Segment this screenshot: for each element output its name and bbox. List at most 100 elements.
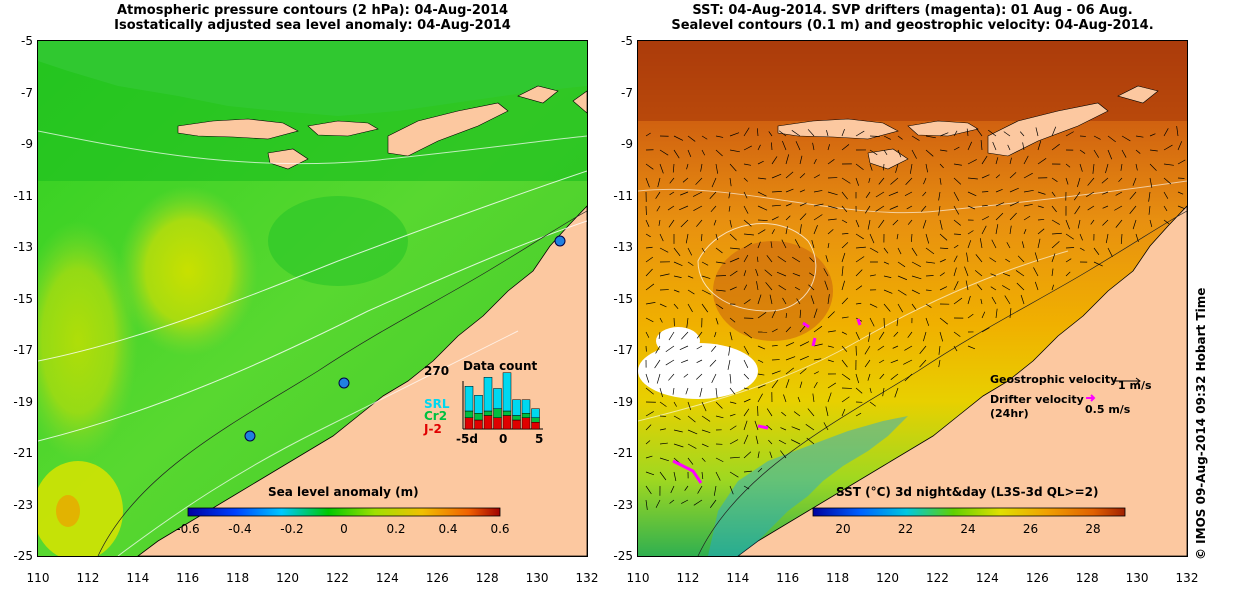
velocity-arrow bbox=[692, 191, 703, 197]
velocity-arrow bbox=[659, 303, 667, 308]
histogram-bar bbox=[521, 417, 531, 430]
x-tick-label: 112 bbox=[76, 571, 100, 585]
velocity-arrow bbox=[743, 420, 748, 431]
velocity-arrow bbox=[813, 203, 824, 207]
velocity-arrow bbox=[701, 247, 706, 253]
velocity-arrow bbox=[878, 219, 885, 229]
x-tick-label: 116 bbox=[176, 571, 200, 585]
velocity-arrow bbox=[995, 157, 999, 165]
velocity-arrow bbox=[709, 499, 717, 508]
velocity-arrow bbox=[771, 370, 781, 375]
velocity-arrow bbox=[645, 163, 654, 170]
y-tick-label: -9 bbox=[621, 137, 633, 151]
velocity-arrow bbox=[904, 373, 913, 382]
velocity-arrow bbox=[964, 266, 969, 277]
geostrophic-velocity-arrows bbox=[645, 126, 1186, 510]
velocity-arrow bbox=[991, 296, 997, 305]
y-tick-label: -13 bbox=[13, 240, 33, 254]
velocity-arrow bbox=[645, 485, 652, 495]
velocity-arrow bbox=[799, 341, 810, 347]
velocity-arrow bbox=[715, 275, 726, 277]
velocity-arrow bbox=[882, 387, 885, 397]
velocity-arrow bbox=[911, 135, 920, 141]
y-tick-label: -17 bbox=[613, 343, 633, 357]
velocity-arrow bbox=[841, 233, 849, 235]
velocity-arrow bbox=[796, 298, 801, 305]
velocity-arrow bbox=[771, 204, 781, 207]
velocity-arrow bbox=[812, 393, 815, 403]
velocity-arrow bbox=[919, 345, 927, 354]
velocity-arrow bbox=[869, 135, 880, 137]
velocity-arrow bbox=[729, 177, 732, 187]
velocity-arrow bbox=[696, 331, 703, 339]
histogram-bar bbox=[502, 415, 512, 430]
velocity-arrow bbox=[813, 308, 818, 319]
velocity-arrow bbox=[967, 191, 977, 197]
velocity-arrow bbox=[757, 451, 760, 459]
velocity-arrow bbox=[701, 401, 707, 412]
velocity-arrow bbox=[981, 155, 988, 165]
pressure-contour-3 bbox=[38, 130, 587, 165]
velocity-arrow bbox=[645, 373, 650, 383]
velocity-arrow bbox=[771, 310, 776, 319]
velocity-arrow bbox=[794, 286, 801, 291]
velocity-arrow bbox=[658, 219, 661, 226]
velocity-arrow bbox=[967, 313, 974, 319]
australia-land bbox=[137, 205, 587, 556]
velocity-arrow bbox=[938, 205, 941, 216]
bathymetry-contour bbox=[97, 210, 587, 556]
velocity-arrow bbox=[645, 233, 651, 238]
velocity-arrow bbox=[659, 401, 667, 407]
velocity-arrow bbox=[715, 471, 721, 481]
velocity-arrow bbox=[687, 135, 696, 142]
velocity-arrow bbox=[729, 257, 740, 263]
velocity-arrow bbox=[645, 411, 654, 417]
velocity-arrow bbox=[890, 373, 899, 380]
velocity-arrow bbox=[981, 216, 990, 221]
velocity-arrow bbox=[1077, 177, 1081, 188]
velocity-arrow bbox=[990, 286, 997, 291]
velocity-arrow bbox=[729, 317, 736, 323]
velocity-arrow bbox=[655, 499, 661, 508]
velocity-arrow bbox=[813, 225, 818, 235]
velocity-arrow bbox=[827, 294, 830, 305]
velocity-arrow bbox=[715, 247, 723, 254]
velocity-arrow bbox=[995, 202, 1005, 207]
y-tick-label: -11 bbox=[613, 188, 633, 203]
cloud-mask bbox=[638, 343, 758, 399]
velocity-arrow bbox=[841, 373, 851, 380]
x-tick-label: 120 bbox=[876, 571, 899, 585]
velocity-arrow bbox=[1118, 177, 1123, 183]
velocity-arrow bbox=[780, 427, 787, 431]
velocity-arrow bbox=[1037, 228, 1045, 235]
velocity-arrow bbox=[1051, 241, 1060, 249]
velocity-arrow bbox=[755, 435, 759, 445]
velocity-arrow bbox=[1007, 144, 1011, 151]
velocity-arrow bbox=[1177, 205, 1186, 210]
sst-map: Geostrophic velocity 1 m/s Drifter veloc… bbox=[637, 40, 1188, 557]
velocity-arrow bbox=[645, 268, 653, 277]
histogram-bar bbox=[493, 408, 502, 418]
velocity-arrow bbox=[988, 129, 997, 137]
velocity-arrow bbox=[757, 191, 767, 197]
left-map-title: Atmospheric pressure contours (2 hPa): 0… bbox=[40, 3, 585, 33]
velocity-arrow bbox=[953, 191, 960, 201]
velocity-arrow bbox=[659, 149, 669, 156]
velocity-arrow bbox=[673, 135, 684, 141]
x-tick-label: 126 bbox=[1025, 571, 1049, 585]
velocity-arrow bbox=[1015, 270, 1025, 277]
velocity-arrow bbox=[711, 345, 717, 352]
colorbar-tick-label: -0.6 bbox=[176, 522, 200, 536]
velocity-arrow bbox=[855, 387, 863, 394]
velocity-arrow bbox=[1115, 191, 1123, 196]
velocity-arrow bbox=[1037, 205, 1044, 208]
pressure-contour-1 bbox=[38, 170, 587, 362]
velocity-arrow bbox=[981, 174, 990, 179]
right-map-title: SST: 04-Aug-2014. SVP drifters (magenta)… bbox=[640, 3, 1185, 33]
velocity-arrow bbox=[681, 499, 689, 504]
velocity-arrow bbox=[925, 163, 928, 173]
velocity-arrow bbox=[841, 144, 850, 151]
velocity-arrow bbox=[897, 275, 908, 281]
velocity-arrow bbox=[715, 233, 718, 241]
velocity-arrow bbox=[1020, 294, 1025, 305]
